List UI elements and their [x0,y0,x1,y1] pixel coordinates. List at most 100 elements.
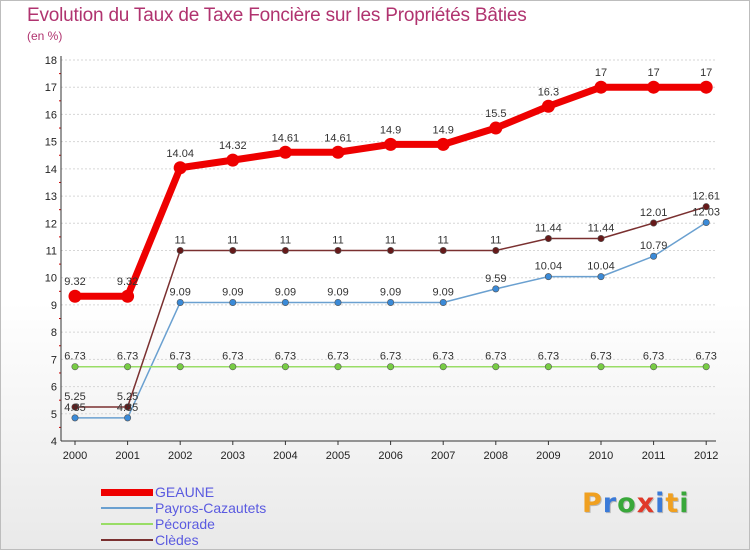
legend-swatch [101,539,153,541]
data-label: 6.73 [222,351,243,363]
data-point [384,137,398,151]
data-label: 6.73 [643,351,664,363]
chart-title: Evolution du Taux de Taxe Foncière sur l… [27,5,527,26]
data-point [492,247,500,255]
unit-label: (en %) [27,29,63,43]
data-point [281,247,289,255]
legend-swatch [101,507,153,509]
data-point [387,363,395,371]
data-label: 17 [595,67,607,79]
y-tick-label: 5 [51,409,57,421]
data-label: 16.3 [538,86,559,98]
data-label: 9.09 [169,286,190,298]
x-tick-label: 2003 [221,450,245,462]
x-tick-label: 2006 [378,450,402,462]
data-label: 12.03 [692,206,720,218]
data-label: 9.32 [64,276,85,288]
logo-letter: i [679,488,690,519]
data-label: 4.85 [117,402,138,414]
x-tick-label: 2004 [273,450,297,462]
data-label: 10.04 [587,261,615,273]
x-tick-label: 2001 [115,450,139,462]
data-point [387,298,395,306]
proxiti-logo: Proxiti [582,488,690,519]
x-tick-label: 2000 [63,450,87,462]
data-label: 17 [700,67,712,79]
y-tick-label: 6 [51,382,57,394]
data-label: 6.73 [590,351,611,363]
data-label: 6.73 [327,351,348,363]
data-point [650,363,658,371]
data-label: 9.59 [485,273,506,285]
data-label: 9.09 [432,286,453,298]
data-label: 6.73 [538,351,559,363]
data-label: 14.61 [324,132,352,144]
data-point [702,203,710,211]
data-point [699,80,713,94]
data-label: 6.73 [432,351,453,363]
data-label: 11.44 [535,223,562,235]
data-point [650,219,658,227]
data-point [121,289,135,303]
data-label: 4.85 [64,402,85,414]
data-label: 11 [490,235,501,247]
data-label: 9.09 [222,286,243,298]
data-labels: 9.32 9.32 14.04 14.32 14.61 14.61 14.9 14.9 15.5… [64,67,720,414]
data-point [439,247,447,255]
y-tick-label: 16 [45,109,57,121]
data-label: 11 [385,235,396,247]
data-label: 9.09 [380,286,401,298]
data-point [650,252,658,260]
data-point [176,247,184,255]
data-label: 10.79 [640,240,668,252]
legend-label: Pécorade [155,516,215,532]
data-point [597,273,605,281]
x-tick-label: 2009 [536,450,560,462]
data-point [71,363,79,371]
data-point [594,80,608,94]
data-label: 6.73 [695,351,716,363]
legend-swatch [101,489,153,496]
data-point [702,218,710,226]
x-tick-label: 2007 [431,450,455,462]
data-point [71,414,79,422]
logo-letter: r [602,488,618,519]
data-label: 5.25 [64,391,85,403]
legend-label: Payros-Cazautets [155,500,267,516]
logo-letter: i [655,488,666,519]
data-point [229,247,237,255]
data-point [124,363,132,371]
y-tick-label: 8 [51,327,57,339]
data-label: 11 [227,235,238,247]
logo-letter: x [636,488,656,519]
data-label: 11.44 [588,223,615,235]
data-label: 12.61 [692,191,720,203]
data-point [702,363,710,371]
x-tick-label: 2011 [642,450,666,462]
y-tick-label: 7 [51,354,57,366]
data-point [597,235,605,243]
y-tick-label: 13 [45,191,57,203]
data-label: 14.32 [219,140,247,152]
data-point [387,247,395,255]
x-tick-label: 2010 [589,450,613,462]
data-point [331,145,345,159]
data-point [124,414,132,422]
x-tick-label: 2005 [326,450,350,462]
data-label: 11 [280,235,291,247]
data-point [176,363,184,371]
data-point [439,298,447,306]
data-point [278,145,292,159]
legend-swatch [101,523,153,525]
y-tick-label: 18 [45,55,57,67]
data-label: 9.09 [327,286,348,298]
data-label: 11 [174,235,185,247]
x-tick-label: 2002 [168,450,192,462]
data-point [492,285,500,293]
data-point [124,403,132,411]
data-point [597,363,605,371]
data-point [544,273,552,281]
y-tick-label: 17 [45,82,57,94]
data-label: 11 [332,235,343,247]
